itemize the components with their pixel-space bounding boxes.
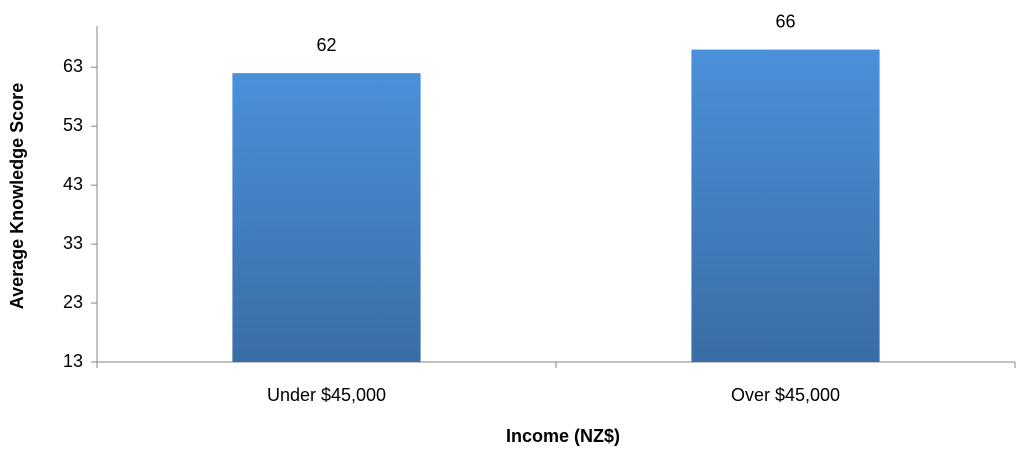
y-tick-label: 33 (63, 233, 83, 253)
y-tick-label: 63 (63, 56, 83, 76)
x-tick-label: Under $45,000 (267, 385, 386, 405)
data-label: 66 (775, 11, 795, 31)
bar (232, 73, 421, 362)
y-tick-label: 23 (63, 292, 83, 312)
y-tick-label: 53 (63, 115, 83, 135)
x-axis-title: Income (NZ$) (506, 426, 620, 446)
bar (691, 49, 880, 362)
y-tick-label: 13 (63, 351, 83, 371)
data-label: 62 (316, 35, 336, 55)
y-tick-label: 43 (63, 174, 83, 194)
x-tick-label: Over $45,000 (731, 385, 840, 405)
y-axis-title: Average Knowledge Score (7, 83, 27, 309)
